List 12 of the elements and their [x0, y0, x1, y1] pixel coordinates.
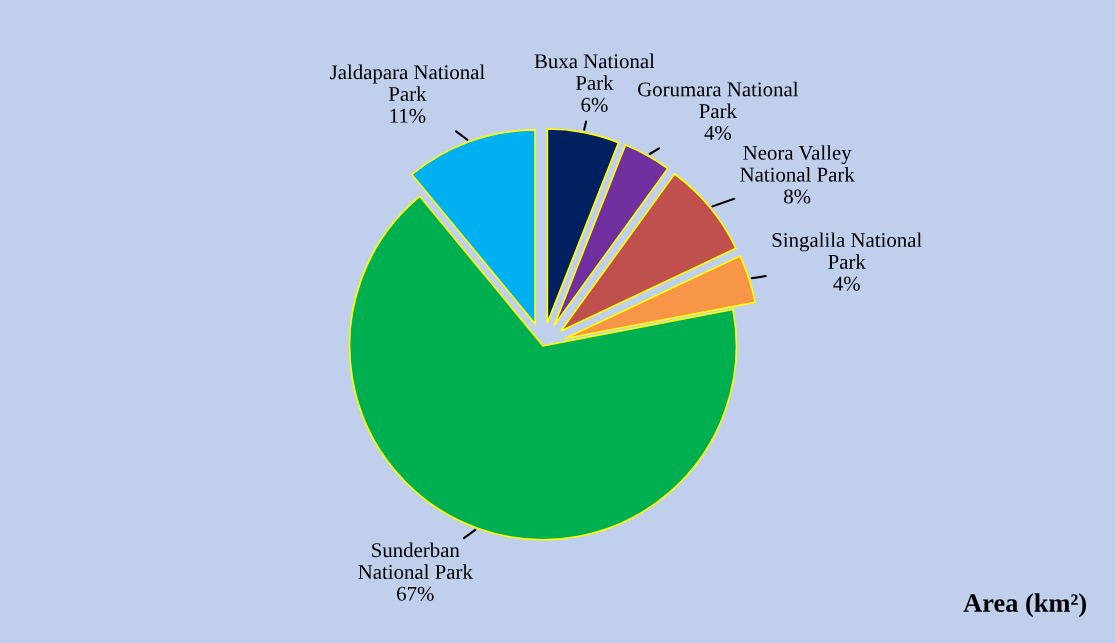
data-label: 4%	[704, 125, 732, 141]
data-label: 67%	[397, 586, 434, 601]
data-label: 11%	[390, 108, 426, 123]
slice-label: Gorumara National Park	[638, 81, 799, 119]
slice-label: Singalila National Park	[772, 232, 922, 269]
data-label: 4%	[833, 276, 860, 291]
text: Area (km²)	[963, 593, 1086, 618]
slice-label: Jaldapara National Park	[330, 64, 485, 102]
data-label: 6%	[581, 97, 608, 112]
data-label: 8%	[784, 189, 811, 204]
slice-label: Sunderban National Park	[358, 542, 473, 579]
slice-label: Neora Valley National Park	[740, 145, 855, 182]
